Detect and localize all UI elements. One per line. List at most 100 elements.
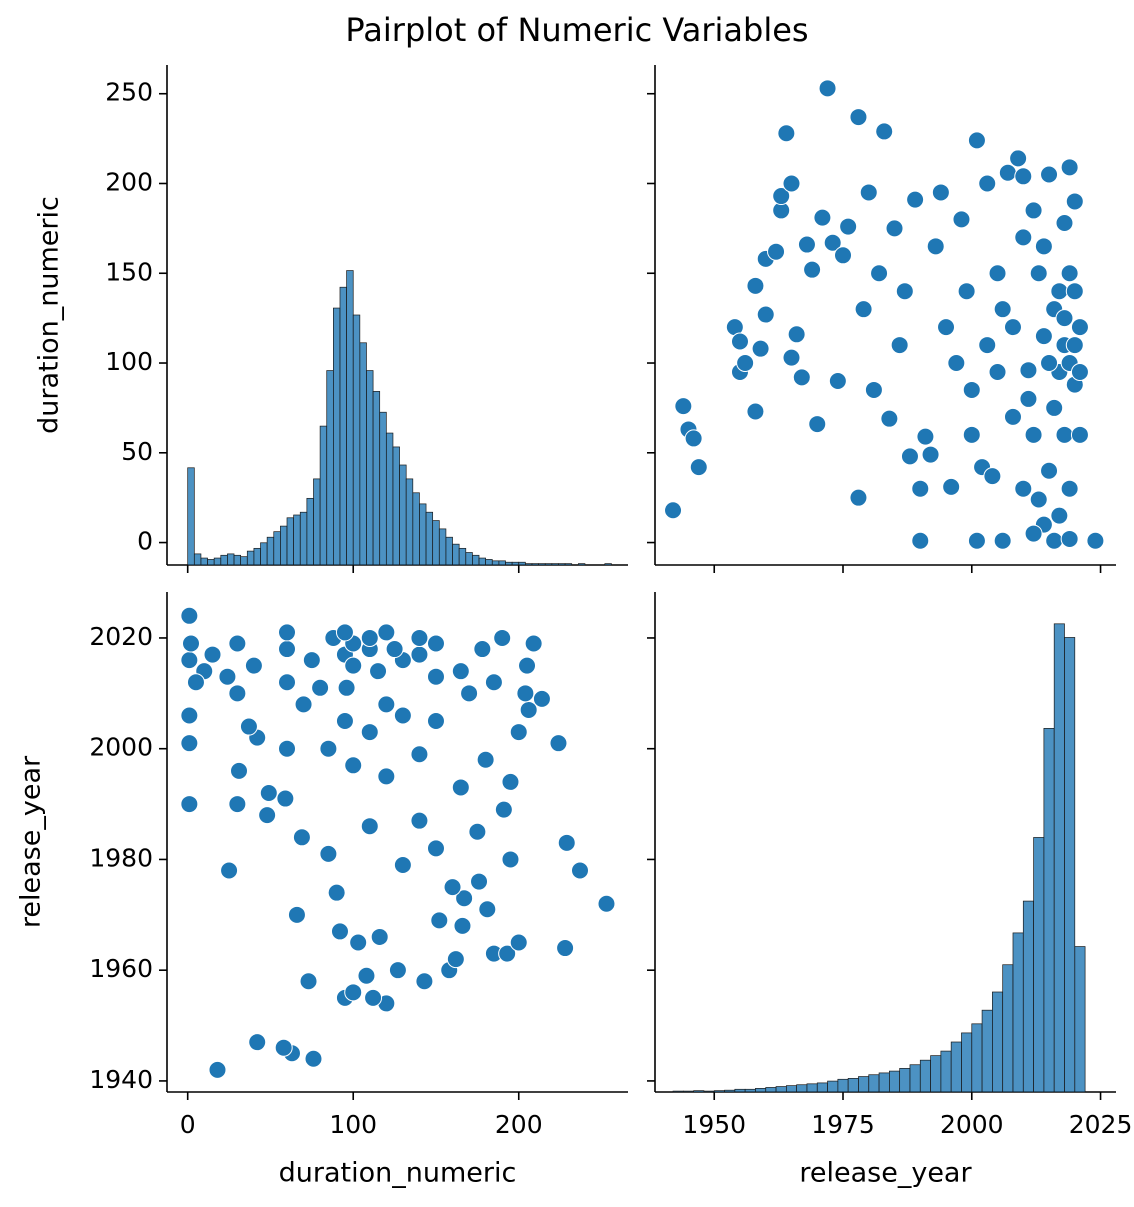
scatter-point [988,363,1007,382]
scatter-point [777,124,796,143]
scatter-point [218,667,237,686]
scatter-point [186,673,205,692]
histogram-bar [1064,637,1076,1093]
scatter-point [360,723,379,742]
scatter-point [410,628,429,647]
scatter-point [451,662,470,681]
scatter-point [1065,336,1084,355]
scatter-point [797,235,816,254]
scatter-point [767,242,786,261]
scatter-point [1070,318,1089,337]
scatter-point [388,961,407,980]
scatter-point [344,656,363,675]
histogram-bar [847,1078,859,1093]
histogram-bar [425,511,434,566]
scatter-point [937,318,956,337]
scatter-point [988,264,1007,283]
scatter-point [751,339,770,358]
histogram-bar [233,554,242,566]
scatter-point [294,695,313,714]
histogram-bar [909,1064,921,1093]
histogram-bar [713,1090,725,1093]
scatter-point [230,761,249,780]
histogram-bar [878,1072,890,1093]
scatter-point [532,689,551,708]
scatter-point [377,695,396,714]
histogram-bar [577,563,586,566]
scatter-point [337,678,356,697]
scatter-point [524,634,543,653]
histogram-bar [319,425,328,566]
histogram-bar [525,563,533,566]
scatter-point [906,190,925,209]
y-tick-label: 50 [121,437,153,466]
scatter-point [248,1033,267,1052]
scatter-point [1050,506,1069,525]
histogram-bar [511,561,520,566]
histogram-bar [339,286,347,566]
scatter-point [839,217,858,236]
scatter-point [393,855,412,874]
scatter-point [1086,531,1105,550]
scatter-point [228,795,247,814]
scatter-point [426,712,445,731]
histogram-bar [806,1083,818,1093]
x-tick-label: 1950 [682,1110,746,1139]
scatter-point [993,300,1012,319]
scatter-point [1070,425,1089,444]
scatter-point [476,750,495,769]
scatter-point [870,264,889,283]
scatter-point [299,972,318,991]
scatter-point [730,332,749,351]
scatter-point [455,889,474,908]
scatter-point [180,795,199,814]
histogram-bar [491,560,500,566]
scatter-point [259,783,278,802]
histogram-bar [531,563,539,566]
histogram-bar [672,1090,684,1093]
scatter-point [302,651,321,670]
scatter-point [327,883,346,902]
scatter-point [900,447,919,466]
scatter-point [967,531,986,550]
scatter-point [849,108,868,127]
scatter-point [1029,490,1048,509]
histogram-bar [299,511,308,566]
scatter-point [1024,425,1043,444]
histogram-bar [187,467,195,566]
scatter-point [1034,237,1053,256]
histogram-bar [734,1088,746,1093]
x-tick-label: 2025 [1069,1110,1133,1139]
scatter-point [446,950,465,969]
scatter-point [369,662,388,681]
histogram-bar [385,432,394,566]
scatter-point [244,656,263,675]
x-tick-label: 0 [180,1110,196,1139]
scatter-point [377,623,396,642]
scatter-point [570,861,589,880]
scatter-point [803,260,822,279]
histogram-bar [200,557,208,566]
scatter-point [1055,213,1074,232]
histogram-bar [1002,964,1014,1093]
scatter-point [478,900,497,919]
scatter-point [182,634,201,653]
scatter-point [501,850,520,869]
scatter-point [808,415,827,434]
histogram-bar [744,1088,756,1093]
scatter-point [360,628,379,647]
scatter-point [335,623,354,642]
scatter-point [772,187,791,206]
x-tick-label: 1975 [811,1110,875,1139]
scatter-point [344,983,363,1002]
histogram-bar [1022,900,1034,1093]
histogram-bar [498,560,506,566]
scatter-point [947,354,966,373]
scatter-point [1024,201,1043,220]
scatter-point [864,380,883,399]
histogram-bar [693,1090,705,1093]
scatter-point [689,458,708,477]
scatter-point [509,723,528,742]
histogram-bar [432,520,440,566]
scatter-point [278,640,297,659]
